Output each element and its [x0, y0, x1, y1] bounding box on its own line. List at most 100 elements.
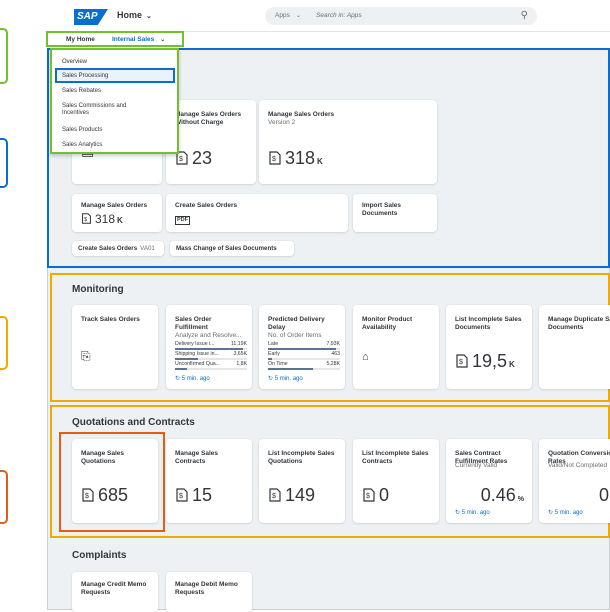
money-document-icon: $	[362, 486, 376, 502]
tile-list-incomplete-sales-quotations[interactable]: List Incomplete Sales Quotations $149	[259, 439, 345, 523]
tile-title: Manage Debit Memo Requests	[175, 581, 238, 596]
sales-processing-highlight	[47, 48, 610, 268]
tab-my-home[interactable]: My Home	[66, 36, 95, 43]
bar-fill	[268, 348, 337, 350]
svg-text:$: $	[272, 156, 276, 163]
tile-manage-credit-memo-requests[interactable]: Manage Credit Memo Requests	[72, 572, 158, 612]
sap-logo[interactable]: SAP	[74, 9, 108, 25]
bar-fill	[268, 358, 273, 360]
tile-title: Manage Sales Contracts	[175, 450, 218, 465]
tile-title: List Incomplete Sales Quotations	[268, 450, 335, 465]
refresh-status: ↻ 5 min. ago	[455, 510, 490, 516]
tile-value: $15	[175, 485, 212, 506]
space-pages-menu: Overview Sales Processing Sales Rebates …	[50, 48, 179, 154]
refresh-icon: ↻	[548, 510, 554, 516]
tile-list-incomplete-sales-documents[interactable]: List Incomplete Sales Documents $19,5 K	[446, 305, 532, 389]
factory-icon: ⌂	[362, 351, 369, 363]
tile-quotation-conversion-rates[interactable]: Quotation Conversion Rates Valid/Not Com…	[539, 439, 610, 523]
search-scope-select[interactable]: Apps ⌄	[275, 12, 301, 19]
bar-row: Unconfirmed Qua... 1,8K	[175, 361, 247, 371]
tile-create-sales-orders[interactable]: Create Sales Orders PDF	[166, 194, 348, 232]
svg-text:$: $	[84, 217, 87, 223]
tile-value: 0	[599, 485, 610, 505]
money-document-icon: $	[268, 486, 282, 502]
green-annotation-bracket	[0, 28, 8, 84]
tile-manage-sales-contracts[interactable]: Manage Sales Contracts $15	[166, 439, 252, 523]
tile-value: $0	[362, 485, 389, 506]
chevron-down-icon: ⌄	[295, 13, 301, 19]
menu-item-sales-processing[interactable]: Sales Processing	[62, 73, 109, 79]
search-icon[interactable]: ⚲	[520, 10, 528, 21]
refresh-status: ↻ 5 min. ago	[175, 376, 210, 382]
refresh-icon: ↻	[175, 376, 181, 382]
tile-value: 0.46%	[480, 485, 524, 505]
tile-title: Manage Sales Quotations	[81, 450, 124, 465]
bar-fill	[175, 368, 187, 370]
section-title-quotations: Quotations and Contracts	[72, 417, 195, 428]
tile-subtitle: Currently Valid	[455, 462, 498, 469]
link-mass-change-sales-documents[interactable]: Mass Change of Sales Documents	[170, 241, 294, 256]
home-label: Home	[117, 10, 143, 20]
tile-title: Track Sales Orders	[81, 316, 140, 323]
tile-title: Manage Sales Orders	[81, 202, 148, 209]
money-document-icon: $	[268, 149, 282, 165]
tile-subtitle: Version 2	[268, 119, 296, 126]
home-menu-button[interactable]: Home ⌄	[117, 10, 152, 20]
svg-text:$: $	[85, 493, 89, 500]
bar-row: On Time 5,28K	[268, 361, 340, 371]
link-create-sales-orders-va01[interactable]: Create Sales Orders VA01	[72, 241, 164, 256]
tile-monitor-product-availability[interactable]: Monitor Product Availability ⌂	[353, 305, 439, 389]
search-input[interactable]: Search in: Apps	[316, 12, 362, 19]
tab-internal-sales[interactable]: Internal Sales ⌄	[112, 36, 166, 43]
sales-quotations-highlight	[59, 432, 165, 532]
money-document-icon: $	[81, 213, 92, 224]
refresh-status: ↻ 5 min. ago	[268, 376, 303, 382]
tile-title: List Incomplete Sales Documents	[455, 316, 522, 331]
money-document-icon: $	[175, 149, 189, 165]
tile-value: $318 K	[81, 212, 123, 226]
tile-import-sales-documents[interactable]: Import Sales Documents	[353, 194, 437, 232]
refresh-status: ↻ 5 min. ago	[548, 510, 583, 516]
refresh-icon: ↻	[268, 376, 274, 382]
section-title-complaints: Complaints	[72, 550, 127, 561]
tile-sales-contract-fulfillment-rates[interactable]: Sales Contract Fulfillment Rates Current…	[446, 439, 532, 523]
tile-manage-duplicate-sales-documents[interactable]: Manage Duplicate Sales Documents	[539, 305, 610, 389]
tile-manage-sales-quotations[interactable]: Manage Sales Quotations $685	[72, 439, 158, 523]
menu-item-sales-analytics[interactable]: Sales Analytics	[62, 142, 103, 148]
money-document-icon: $	[455, 352, 469, 368]
menu-item-sales-products[interactable]: Sales Products	[62, 127, 103, 133]
svg-text:$: $	[459, 359, 463, 366]
tile-sales-order-fulfillment[interactable]: Sales Order Fulfillment Analyze and Reso…	[166, 305, 252, 389]
tile-subtitle: Valid/Not Completed	[548, 462, 608, 469]
money-document-icon: $	[81, 486, 95, 502]
tile-value: $149	[268, 485, 315, 506]
menu-item-sales-rebates[interactable]: Sales Rebates	[62, 88, 102, 94]
tile-list-incomplete-sales-contracts[interactable]: List Incomplete Sales Contracts $0	[353, 439, 439, 523]
tile-title: Manage Sales Orders Without Charge	[175, 111, 242, 126]
svg-text:$: $	[179, 156, 183, 163]
tile-title: Quotation Conversion Rates	[548, 450, 610, 465]
tile-title: Create Sales Orders	[175, 202, 238, 209]
tile-manage-sales-orders-without-charge[interactable]: Manage Sales Orders Without Charge $23	[166, 100, 256, 184]
tile-title: Predicted Delivery Delay	[268, 316, 325, 331]
tile-value: $685	[81, 485, 128, 506]
tile-track-sales-orders[interactable]: Track Sales Orders ⎘	[72, 305, 158, 389]
tile-subtitle: Analyze and Resolve...	[175, 332, 242, 339]
tile-title: Sales Order Fulfillment	[175, 316, 212, 331]
delay-bars: Late 7,93K Early 463 On Time 5,28K	[268, 341, 340, 371]
menu-item-sales-commissions[interactable]: Sales Commissions and Incentives	[62, 103, 127, 116]
tile-manage-sales-orders-v2[interactable]: Manage Sales Orders Version 2 $318 K	[259, 100, 437, 184]
tile-manage-debit-memo-requests[interactable]: Manage Debit Memo Requests	[166, 572, 252, 612]
money-document-icon: $	[175, 486, 189, 502]
tile-predicted-delivery-delay[interactable]: Predicted Delivery Delay No. of Order It…	[259, 305, 345, 389]
tile-title: Sales Contract Fulfillment Rates	[455, 450, 508, 465]
search-field[interactable]: Apps ⌄ Search in: Apps ⚲	[265, 7, 537, 25]
orange-annotation-bracket	[0, 470, 8, 524]
refresh-icon: ↻	[455, 510, 461, 516]
blue-annotation-bracket	[0, 138, 8, 188]
tracking-document-icon: ⎘	[81, 349, 91, 363]
menu-item-overview[interactable]: Overview	[62, 59, 88, 65]
tile-title: Manage Sales Orders	[268, 111, 335, 118]
tile-manage-sales-orders[interactable]: Manage Sales Orders $318 K	[72, 194, 162, 232]
bar-row: Early 463	[268, 351, 340, 361]
